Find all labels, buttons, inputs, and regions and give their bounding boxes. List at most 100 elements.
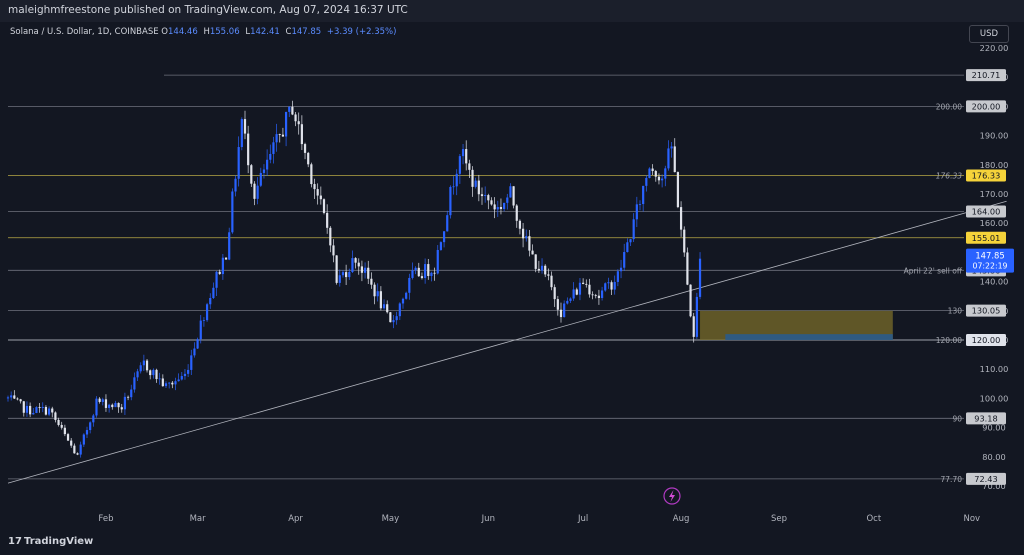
candle-body xyxy=(446,215,449,232)
time-axis: Feb Mar Apr May Jun Jul Aug Sep Oct Nov xyxy=(98,487,980,524)
candle-body xyxy=(54,412,57,420)
candle-body xyxy=(439,242,443,250)
candle-body xyxy=(199,320,202,340)
candle-body xyxy=(518,220,522,229)
symbol-legend: Solana / U.S. Dollar, 1D, COINBASE O144.… xyxy=(10,27,396,37)
candle-body xyxy=(695,296,698,337)
candle-body xyxy=(531,250,534,255)
currency-button[interactable]: USD xyxy=(969,25,1009,43)
x-tick-label: Sep xyxy=(771,514,787,524)
candle-body xyxy=(41,406,44,408)
x-tick-label: Apr xyxy=(288,514,303,524)
price-tag[interactable] xyxy=(966,231,1006,244)
price-tag-label: 155.01 xyxy=(972,233,1001,243)
price-tag[interactable] xyxy=(966,412,1006,425)
publisher-text: maleighmfreestone published on TradingVi… xyxy=(8,4,408,16)
candle-body xyxy=(420,276,424,279)
candle-body xyxy=(563,303,566,318)
candle-body xyxy=(588,284,591,295)
candle-body xyxy=(10,395,13,398)
price-tag[interactable] xyxy=(966,100,1006,113)
lightning-icon-bolt xyxy=(669,490,675,502)
supply-zone[interactable] xyxy=(700,310,893,340)
candle-body xyxy=(145,360,149,371)
candle-body xyxy=(89,422,92,431)
candle-body xyxy=(547,274,550,276)
y-tick-label: 140.00 xyxy=(980,277,1009,287)
last-price-tag[interactable] xyxy=(966,248,1014,273)
level-label: 176.33 xyxy=(936,172,962,181)
candle-body xyxy=(424,264,427,279)
symbol-name[interactable]: Solana / U.S. Dollar, 1D, COINBASE xyxy=(10,27,159,37)
candle-body xyxy=(676,172,680,208)
price-tag[interactable] xyxy=(966,69,1006,82)
candle-body xyxy=(345,272,348,278)
candle-body xyxy=(130,389,133,398)
level-label: 77.70 xyxy=(941,475,963,484)
high-label: H xyxy=(203,27,210,37)
candle-body xyxy=(82,434,85,445)
x-tick-label: Mar xyxy=(190,514,207,524)
candle-body xyxy=(303,144,307,153)
candle-body xyxy=(66,434,70,441)
candle-body xyxy=(515,205,518,221)
price-tags: 210.71 200.00 176.33 164.00 155.01 143.86 130.… xyxy=(966,69,1014,485)
candle-body xyxy=(465,149,468,164)
candle-body xyxy=(692,316,695,337)
candle-body xyxy=(458,156,461,174)
candle-body xyxy=(108,404,111,408)
open-value: 144.46 xyxy=(168,27,198,37)
candle-body xyxy=(370,278,373,285)
x-tick-label: Jun xyxy=(481,514,495,524)
inner-zone[interactable] xyxy=(725,334,893,340)
candle-body xyxy=(288,106,291,112)
candle-body xyxy=(626,242,629,253)
last-price-label: 147.85 xyxy=(975,251,1004,261)
candle-body xyxy=(521,228,525,239)
candle-body xyxy=(32,412,35,415)
candle-body xyxy=(269,153,272,160)
candle-body xyxy=(496,207,499,210)
candle-body xyxy=(348,271,351,278)
candle-body xyxy=(616,271,619,282)
tradingview-logo[interactable]: 17 TradingView xyxy=(8,536,93,547)
candle-body xyxy=(224,257,228,260)
change-value: +3.39 (+2.35%) xyxy=(326,27,397,37)
candle-body xyxy=(455,173,458,187)
candle-body xyxy=(411,270,414,278)
candle-body xyxy=(209,298,212,305)
candle-body xyxy=(335,255,338,283)
x-tick-label: Feb xyxy=(98,514,113,524)
lightning-icon[interactable] xyxy=(663,487,681,505)
candle-body xyxy=(205,304,209,321)
trendline[interactable] xyxy=(7,200,1007,484)
candle-body xyxy=(575,289,578,295)
price-tag[interactable] xyxy=(966,334,1006,346)
price-tag[interactable] xyxy=(966,264,1006,277)
candle-body xyxy=(51,408,54,413)
tradingview-brand: TradingView xyxy=(24,536,94,547)
x-tick-label: Oct xyxy=(866,514,881,524)
price-tag[interactable] xyxy=(966,205,1006,218)
candle-body xyxy=(13,395,16,399)
candle-body xyxy=(284,111,288,137)
low-value: 142.41 xyxy=(250,27,280,37)
candle-body xyxy=(661,178,664,181)
x-tick-label: Aug xyxy=(673,514,690,524)
y-tick-label: 130.00 xyxy=(980,306,1009,316)
price-tag[interactable] xyxy=(966,472,1006,485)
publisher-bar: maleighmfreestone published on TradingVi… xyxy=(0,0,1024,22)
candle-body xyxy=(35,407,38,413)
candle-body xyxy=(193,348,196,356)
candle-body xyxy=(322,199,326,213)
candle-body xyxy=(250,165,253,184)
candle-body xyxy=(582,282,585,284)
candle-body xyxy=(38,407,41,408)
lightning-icon-ring xyxy=(663,487,681,505)
candle-body xyxy=(572,289,575,299)
price-tag[interactable] xyxy=(966,169,1006,182)
candle-body xyxy=(623,252,626,268)
candle-body xyxy=(632,219,635,240)
price-tag[interactable] xyxy=(966,304,1006,317)
